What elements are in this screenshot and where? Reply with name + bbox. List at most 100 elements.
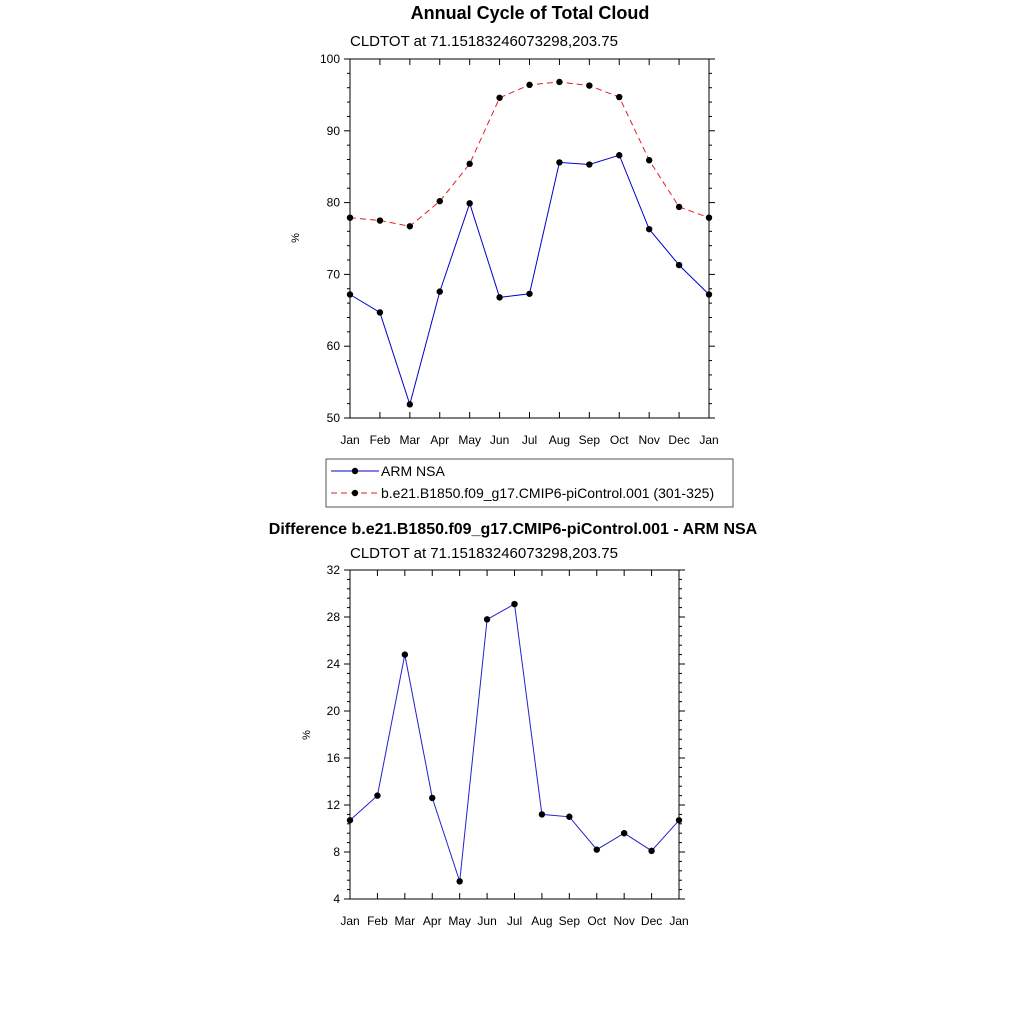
data-point <box>648 847 655 855</box>
data-point <box>705 214 713 221</box>
data-point <box>566 813 573 820</box>
legend-label-arm: ARM NSA <box>381 463 445 479</box>
chart2-axis-ticks <box>344 569 685 900</box>
y-tick-label: 60 <box>327 339 341 353</box>
data-point <box>429 794 436 802</box>
data-point <box>593 846 600 853</box>
data-point <box>616 93 623 101</box>
data-point <box>346 817 354 824</box>
x-tick-label: Jul <box>522 433 537 447</box>
y-tick-label: 50 <box>327 411 341 425</box>
x-tick-label: Feb <box>370 433 391 447</box>
chart1-tick-labels: Jan Feb Mar Apr May Jun Jul Aug Sep Oct Nov Dec Jan 5… <box>320 52 719 447</box>
legend-marker-model <box>351 489 359 497</box>
data-point <box>705 291 713 298</box>
legend-box <box>325 458 734 508</box>
data-point <box>675 203 683 211</box>
y-tick-label: 12 <box>327 798 341 812</box>
chart2-series-group <box>346 600 683 885</box>
x-tick-label: Jan <box>340 433 359 447</box>
x-tick-label: Sep <box>579 433 601 447</box>
data-point <box>483 616 491 623</box>
data-point <box>556 78 563 86</box>
chart1-title: Annual Cycle of Total Cloud <box>411 3 650 23</box>
x-tick-label: Nov <box>613 914 634 928</box>
y-tick-label: 8 <box>333 845 340 859</box>
y-tick-label: 100 <box>320 52 340 66</box>
data-point <box>675 817 683 824</box>
data-point <box>456 878 463 885</box>
series-line-0 <box>349 154 710 407</box>
legend-marker-arm <box>351 467 359 475</box>
x-tick-label: Mar <box>394 914 415 928</box>
data-point <box>466 200 473 207</box>
chart1-plot-frame <box>349 58 710 419</box>
data-point <box>406 401 414 408</box>
x-tick-label: Apr <box>430 433 449 447</box>
x-tick-label: Apr <box>423 914 442 928</box>
legend-label-model: b.e21.B1850.f09_g17.CMIP6-piControl.001 … <box>381 485 714 501</box>
y-tick-label: 32 <box>327 563 341 577</box>
y-tick-label: 28 <box>327 610 341 624</box>
x-tick-label: Aug <box>549 433 570 447</box>
x-tick-label: Dec <box>641 914 662 928</box>
x-tick-label: May <box>458 433 481 447</box>
data-point <box>616 152 623 159</box>
data-point <box>436 197 443 205</box>
chart1-legend: ARM NSA b.e21.B1850.f09_g17.CMIP6-piCont… <box>325 458 734 508</box>
data-point <box>346 291 354 298</box>
chart1-subtitle: CLDTOT at 71.15183246073298,203.75 <box>350 33 618 50</box>
series-line-1 <box>349 81 710 227</box>
x-tick-label: Jan <box>669 914 688 928</box>
data-point <box>346 214 354 221</box>
chart2-tick-labels: Jan Feb Mar Apr May Jun Jul Aug Sep Oct Nov Dec Jan4… <box>327 563 689 928</box>
data-point <box>466 160 473 168</box>
x-tick-label: Jul <box>507 914 522 928</box>
x-tick-label: Nov <box>638 433 659 447</box>
chart1-series-group <box>346 78 713 408</box>
chart1-axis-ticks <box>344 58 715 419</box>
x-tick-label: May <box>448 914 471 928</box>
y-tick-label: 90 <box>327 124 341 138</box>
data-point <box>436 288 443 295</box>
y-tick-label: 80 <box>327 196 341 210</box>
chart2-subtitle: CLDTOT at 71.15183246073298,203.75 <box>350 545 618 562</box>
data-point <box>376 309 384 316</box>
x-tick-label: Mar <box>399 433 420 447</box>
data-point <box>675 261 683 269</box>
data-point <box>586 161 593 168</box>
y-tick-label: 70 <box>327 267 341 281</box>
data-point <box>376 217 384 224</box>
x-tick-label: Jan <box>340 914 359 928</box>
data-point <box>526 81 533 89</box>
chart2-ylabel: % <box>301 730 313 740</box>
y-tick-label: 16 <box>327 751 341 765</box>
x-tick-label: Dec <box>668 433 689 447</box>
x-tick-label: Feb <box>367 914 388 928</box>
data-point <box>556 159 563 166</box>
data-point <box>645 225 653 233</box>
chart2-plot-frame <box>349 569 680 900</box>
x-tick-label: Jun <box>477 914 496 928</box>
data-point <box>645 157 653 164</box>
data-point <box>586 82 593 89</box>
data-point <box>511 600 518 608</box>
data-point <box>496 94 503 101</box>
x-tick-label: Jan <box>699 433 718 447</box>
data-point <box>620 830 628 837</box>
x-tick-label: Aug <box>531 914 552 928</box>
data-point <box>374 792 381 799</box>
chart2-title: Difference b.e21.B1850.f09_g17.CMIP6-piC… <box>269 521 758 538</box>
data-point <box>401 651 409 658</box>
y-tick-label: 20 <box>327 704 341 718</box>
x-tick-label: Oct <box>587 914 606 928</box>
x-tick-label: Sep <box>559 914 581 928</box>
data-point <box>496 294 503 301</box>
series-line-0 <box>349 603 680 882</box>
x-tick-label: Jun <box>490 433 509 447</box>
data-point <box>538 811 546 818</box>
data-point <box>526 290 533 297</box>
y-tick-label: 24 <box>327 657 341 671</box>
chart1-ylabel: % <box>290 233 302 243</box>
